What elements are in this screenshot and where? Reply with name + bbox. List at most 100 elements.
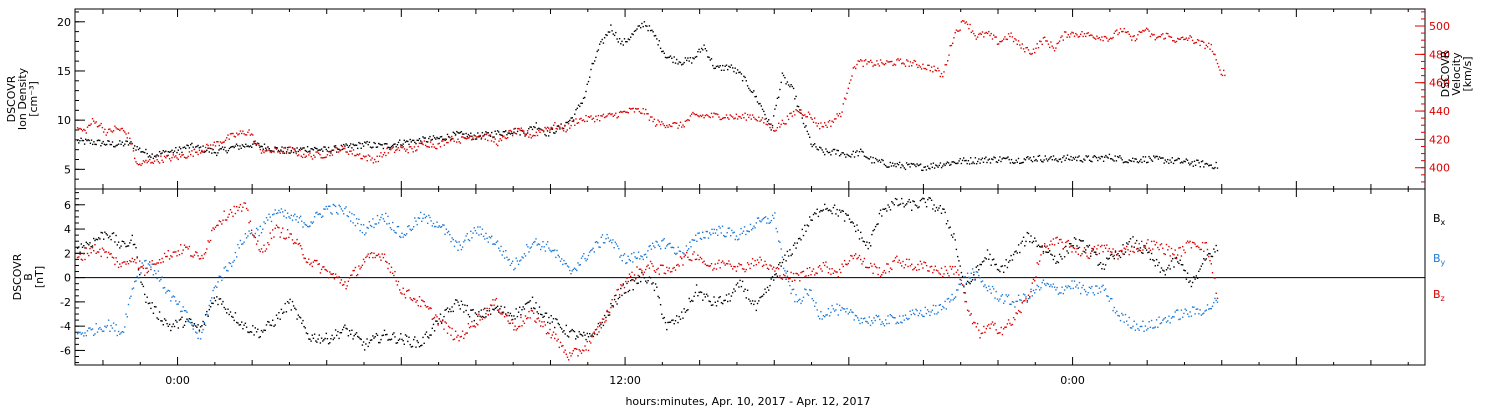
series-By-point bbox=[1145, 329, 1148, 331]
series-Bz-point bbox=[516, 328, 519, 330]
series-By-point bbox=[383, 220, 386, 222]
density-series-point bbox=[1048, 158, 1050, 161]
series-Bz-point bbox=[802, 270, 805, 273]
density-series-point bbox=[958, 160, 960, 162]
density-series-point bbox=[238, 148, 240, 150]
series-Bz-point bbox=[744, 270, 746, 273]
density-series-point bbox=[1143, 160, 1146, 162]
series-By-point bbox=[1210, 307, 1212, 310]
series-By-point bbox=[556, 249, 558, 252]
velocity-series-point bbox=[1157, 36, 1159, 38]
x-tick-label: 0:00 bbox=[1060, 374, 1085, 387]
series-By-point bbox=[209, 300, 212, 302]
series-By-point bbox=[526, 244, 528, 246]
density-series-point bbox=[1063, 155, 1065, 157]
density-series-point bbox=[678, 61, 680, 63]
velocity-series-point bbox=[209, 144, 212, 146]
density-series-point bbox=[1071, 159, 1073, 161]
velocity-series-point bbox=[575, 118, 577, 120]
series-Bx-point bbox=[162, 324, 164, 326]
series-Bx-point bbox=[420, 345, 422, 347]
velocity-series-point bbox=[519, 129, 521, 131]
velocity-series-point bbox=[119, 129, 121, 132]
series-Bz-point bbox=[242, 206, 244, 208]
series-Bx-point bbox=[959, 265, 961, 267]
series-Bx-point bbox=[806, 224, 808, 226]
series-Bz-point bbox=[558, 346, 560, 349]
series-Bz-point bbox=[799, 280, 801, 282]
series-Bx-point bbox=[207, 315, 209, 317]
density-series-point bbox=[1060, 161, 1063, 163]
series-Bx-point bbox=[765, 291, 767, 294]
series-Bx-point bbox=[519, 306, 521, 308]
series-Bx-point bbox=[1195, 275, 1197, 277]
series-Bx-point bbox=[93, 237, 95, 240]
series-Bz-point bbox=[239, 203, 242, 206]
velocity-series-point bbox=[530, 137, 532, 139]
series-By-point bbox=[507, 259, 509, 261]
velocity-series-point bbox=[1195, 41, 1197, 44]
velocity-series-point bbox=[459, 142, 462, 144]
series-Bz-point bbox=[659, 264, 662, 266]
velocity-series-point bbox=[110, 130, 112, 132]
series-Bz-point bbox=[708, 265, 710, 267]
series-Bz-point bbox=[758, 261, 760, 264]
series-Bx-point bbox=[1025, 240, 1027, 243]
density-series-point bbox=[649, 29, 652, 32]
series-Bz-point bbox=[572, 350, 574, 352]
velocity-series-point bbox=[1010, 32, 1012, 34]
series-By-point bbox=[529, 247, 531, 249]
series-Bx-point bbox=[555, 318, 557, 320]
velocity-series-point bbox=[328, 151, 330, 153]
series-By-point bbox=[1057, 293, 1060, 295]
density-series-point bbox=[1069, 159, 1071, 161]
series-Bx-point bbox=[241, 321, 243, 323]
velocity-series-point bbox=[391, 147, 393, 149]
series-Bx-point bbox=[88, 244, 90, 246]
density-series-point bbox=[947, 162, 950, 164]
velocity-series-point bbox=[561, 128, 564, 130]
series-Bz-point bbox=[308, 258, 310, 260]
series-By-point bbox=[879, 318, 881, 321]
velocity-series-point bbox=[516, 127, 519, 130]
series-By-point bbox=[234, 251, 237, 254]
series-Bz-point bbox=[268, 244, 270, 246]
velocity-series-point bbox=[636, 108, 638, 110]
velocity-series-point bbox=[249, 134, 252, 136]
velocity-series-point bbox=[623, 110, 626, 113]
velocity-series-point bbox=[635, 107, 637, 110]
velocity-series-point bbox=[785, 123, 787, 125]
series-Bz-point bbox=[168, 258, 171, 260]
series-Bx-point bbox=[1167, 267, 1169, 269]
density-series-point bbox=[805, 125, 807, 127]
density-series-point bbox=[571, 117, 573, 119]
series-Bz-point bbox=[561, 345, 563, 347]
series-Bz-point bbox=[944, 265, 946, 268]
series-Bx-point bbox=[903, 206, 905, 208]
velocity-series-point bbox=[407, 152, 409, 154]
series-By-point bbox=[1112, 309, 1114, 312]
series-Bx-point bbox=[1119, 256, 1122, 259]
series-Bx-point bbox=[233, 319, 235, 322]
velocity-series-point bbox=[663, 124, 665, 127]
series-Bz-point bbox=[322, 266, 324, 268]
series-Bx-point bbox=[509, 312, 512, 315]
series-Bx-point bbox=[687, 309, 689, 311]
series-By-point bbox=[746, 230, 748, 232]
series-By-point bbox=[799, 298, 801, 300]
series-Bx-point bbox=[1143, 244, 1145, 247]
series-By-point bbox=[268, 213, 270, 215]
series-Bx-point bbox=[712, 304, 714, 306]
density-series-point bbox=[740, 73, 743, 75]
series-Bz-point bbox=[764, 260, 766, 263]
series-Bx-point bbox=[968, 281, 970, 284]
velocity-series-point bbox=[991, 38, 994, 40]
density-series-point bbox=[860, 148, 862, 150]
series-By-point bbox=[129, 297, 131, 299]
velocity-series-point bbox=[365, 155, 367, 157]
series-By-point bbox=[586, 258, 588, 260]
density-series-point bbox=[197, 144, 199, 147]
density-series-point bbox=[576, 107, 578, 109]
series-Bz-point bbox=[1121, 249, 1123, 252]
